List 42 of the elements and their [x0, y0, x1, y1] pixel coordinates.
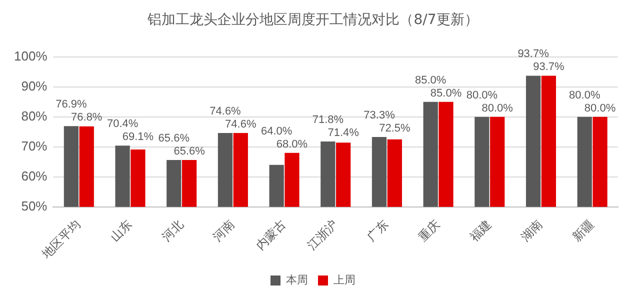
- data-label: 72.5%: [379, 122, 410, 134]
- y-tick-label: 70%: [21, 138, 48, 154]
- data-label: 80.0%: [584, 102, 616, 114]
- data-label: 93.7%: [533, 61, 564, 74]
- data-label: 74.6%: [225, 118, 256, 131]
- x-tick-label: 重庆: [416, 217, 443, 244]
- data-label: 65.6%: [158, 132, 190, 145]
- data-label: 71.4%: [328, 126, 360, 139]
- data-label: 93.7%: [518, 48, 550, 60]
- chart-title: 铝加工龙头企业分地区周度开工情况对比（8/7更新）: [146, 12, 478, 28]
- y-tick-label: 100%: [14, 48, 48, 64]
- x-tick-label: 山东: [108, 217, 135, 244]
- data-label: 76.9%: [56, 98, 88, 111]
- data-label: 71.8%: [312, 114, 344, 126]
- data-label: 80.0%: [569, 89, 600, 102]
- y-tick-label: 50%: [21, 198, 48, 214]
- data-label: 76.8%: [71, 112, 102, 124]
- x-tick-label: 江浙沪: [304, 217, 340, 253]
- y-tick-label: 90%: [21, 78, 48, 94]
- data-label: 85.0%: [415, 74, 446, 86]
- data-label: 70.4%: [106, 118, 138, 130]
- x-tick-label: 河北: [159, 217, 186, 244]
- x-tick-label: 地区平均: [38, 217, 84, 262]
- y-tick-label: 60%: [21, 168, 48, 184]
- data-label: 85.0%: [430, 87, 462, 100]
- data-label: 73.3%: [364, 109, 396, 122]
- x-tick-label: 内蒙古: [253, 217, 289, 253]
- x-tick-label: 河南: [210, 217, 238, 244]
- legend-label: 本周: [286, 273, 308, 286]
- x-tick-label: 福建: [467, 217, 494, 244]
- y-tick-label: 80%: [21, 108, 48, 124]
- data-label: 64.0%: [260, 125, 292, 138]
- data-label: 69.1%: [122, 131, 154, 144]
- data-label: 80.0%: [482, 102, 514, 114]
- data-label: 74.6%: [210, 106, 242, 118]
- x-tick-label: 广东: [364, 217, 392, 244]
- x-tick-label: 湖南: [518, 217, 546, 244]
- legend-label: 上周: [334, 273, 356, 286]
- data-label: 80.0%: [466, 89, 498, 102]
- data-label: 68.0%: [276, 138, 308, 150]
- x-tick-label: 新疆: [570, 217, 597, 244]
- data-label: 65.6%: [174, 146, 206, 158]
